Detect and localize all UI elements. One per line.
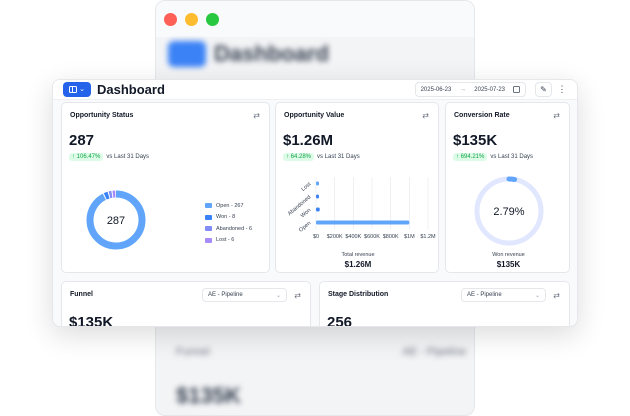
legend-swatch bbox=[205, 214, 212, 220]
x-tick-label: $800K bbox=[383, 234, 399, 240]
legend-swatch bbox=[205, 203, 212, 209]
value-bar-chart: $0 $200K $400K $600K $800K $1M $1.2MLostAbando… bbox=[287, 177, 436, 240]
won-revenue-value: $135K bbox=[496, 260, 521, 269]
conversion-rate-card: Conversion Rate ⇄ $135K ↑ 694.21% vs Las… bbox=[445, 102, 570, 273]
delta-badge: ↑ 64.28% bbox=[283, 153, 315, 161]
swap-icon[interactable]: ⇄ bbox=[253, 111, 260, 120]
calendar-icon bbox=[513, 86, 520, 93]
swap-icon[interactable]: ⇄ bbox=[553, 111, 560, 120]
close-window-button[interactable] bbox=[164, 12, 177, 26]
card-title: Stage Distribution bbox=[328, 291, 389, 298]
card-title: Opportunity Value bbox=[284, 112, 345, 119]
delta-row: ↑ 64.28% vs Last 31 Days bbox=[283, 153, 360, 161]
compare-label: vs Last 31 Days bbox=[106, 154, 150, 160]
legend-swatch bbox=[205, 226, 212, 232]
legend-item[interactable]: Abandoned - 6 bbox=[205, 223, 252, 235]
total-revenue-label: Total revenue bbox=[341, 252, 375, 258]
card-title: Opportunity Status bbox=[70, 112, 134, 119]
chevron-down-icon: ⌄ bbox=[275, 292, 281, 299]
y-category-label: Lost bbox=[300, 181, 312, 193]
conversion-gauge: 2.79% bbox=[474, 176, 544, 246]
opportunity-value-card: Opportunity Value ⇄ $1.26M ↑ 64.28% vs L… bbox=[275, 102, 439, 273]
dashboard-window: ⌄ Dashboard 2025-06-23 → 2025-07-23 ✎ ⋮ … bbox=[52, 79, 578, 327]
delta-row: ↑ 694.21% vs Last 31 Days bbox=[453, 153, 533, 161]
bar-abandoned[interactable] bbox=[316, 194, 319, 199]
swap-icon[interactable]: ⇄ bbox=[422, 111, 429, 120]
delta-row: ↑ 106.47% vs Last 31 Days bbox=[69, 153, 149, 161]
arrow-right-icon: → bbox=[459, 86, 467, 93]
minimize-window-button[interactable] bbox=[185, 12, 198, 26]
delta-badge: ↑ 106.47% bbox=[69, 153, 104, 161]
opportunity-status-card: Opportunity Status ⇄ 287 ↑ 106.47% vs La… bbox=[61, 102, 270, 273]
date-end: 2025-07-23 bbox=[474, 86, 505, 93]
chevron-down-icon: ⌄ bbox=[79, 86, 85, 93]
donut-slice-open[interactable] bbox=[86, 190, 146, 250]
more-options-button[interactable]: ⋮ bbox=[555, 82, 569, 97]
y-category-label: Open bbox=[298, 220, 312, 233]
background-title: Dashboard bbox=[214, 41, 329, 66]
card-title: Funnel bbox=[70, 291, 93, 298]
stage-pipeline-select[interactable]: AE - Pipeline ⌄ bbox=[461, 288, 546, 302]
x-tick-label: $1M bbox=[404, 234, 415, 240]
window-titlebar bbox=[156, 1, 474, 37]
donut-center-value: 287 bbox=[107, 215, 125, 227]
swap-icon[interactable]: ⇄ bbox=[553, 291, 560, 300]
layout-icon bbox=[69, 86, 78, 93]
legend-label: Lost - 6 bbox=[216, 237, 235, 244]
swap-icon[interactable]: ⇄ bbox=[294, 291, 301, 300]
bar-open[interactable] bbox=[316, 220, 410, 225]
card-value: 287 bbox=[69, 132, 95, 149]
more-vertical-icon: ⋮ bbox=[557, 84, 567, 94]
funnel-card: Funnel AE - Pipeline ⌄ ⇄ $135K bbox=[61, 281, 311, 327]
x-tick-label: $400K bbox=[345, 234, 361, 240]
card-value: $1.26M bbox=[283, 132, 334, 149]
bar-won[interactable] bbox=[316, 207, 320, 212]
card-title: Conversion Rate bbox=[454, 112, 510, 119]
x-tick-label: $200K bbox=[327, 234, 343, 240]
funnel-pipeline-select[interactable]: AE - Pipeline ⌄ bbox=[202, 288, 287, 302]
legend-swatch bbox=[205, 237, 212, 243]
legend-item[interactable]: Won - 8 bbox=[205, 212, 252, 224]
background-header: Dashboard bbox=[168, 41, 329, 67]
y-category-label: Won bbox=[300, 207, 312, 219]
legend-item[interactable]: Open - 267 bbox=[205, 200, 252, 212]
stage-distribution-card: Stage Distribution AE - Pipeline ⌄ ⇄ 256 bbox=[319, 281, 570, 327]
x-tick-label: $1.2M bbox=[420, 234, 436, 240]
legend-label: Abandoned - 6 bbox=[216, 225, 253, 232]
card-value: $135K bbox=[69, 314, 114, 327]
date-range-picker[interactable]: 2025-06-23 → 2025-07-23 bbox=[414, 82, 526, 97]
gauge-center-value: 2.79% bbox=[493, 206, 524, 218]
legend-item[interactable]: Lost - 6 bbox=[205, 235, 252, 247]
background-menu-icon bbox=[168, 41, 206, 67]
card-value: 256 bbox=[327, 314, 353, 327]
select-value: AE - Pipeline bbox=[208, 292, 243, 298]
x-tick-label: $600K bbox=[364, 234, 380, 240]
background-pipeline-label: AE - Pipeline bbox=[402, 346, 466, 358]
background-funnel-label: Funnel bbox=[176, 346, 210, 358]
background-big-value: $135K bbox=[176, 383, 241, 408]
card-value: $135K bbox=[453, 132, 498, 149]
maximize-window-button[interactable] bbox=[206, 12, 219, 26]
status-legend: Open - 267 Won - 8 Abandoned - 6 Lost - 6 bbox=[205, 200, 252, 246]
edit-button[interactable]: ✎ bbox=[535, 82, 552, 97]
delta-badge: ↑ 694.21% bbox=[453, 153, 488, 161]
compare-label: vs Last 31 Days bbox=[490, 154, 534, 160]
select-value: AE - Pipeline bbox=[467, 292, 502, 298]
gauge-fill bbox=[474, 176, 544, 246]
bar-lost[interactable] bbox=[316, 181, 319, 186]
dashboard-header: ⌄ Dashboard 2025-06-23 → 2025-07-23 ✎ ⋮ bbox=[53, 80, 577, 100]
won-revenue-label: Won revenue bbox=[492, 252, 525, 258]
date-start: 2025-06-23 bbox=[420, 86, 452, 93]
x-tick-label: $0 bbox=[313, 234, 319, 240]
page-title: Dashboard bbox=[97, 82, 165, 97]
legend-label: Open - 267 bbox=[216, 202, 244, 209]
legend-label: Won - 8 bbox=[216, 214, 236, 221]
chevron-down-icon: ⌄ bbox=[534, 292, 540, 299]
layout-menu-button[interactable]: ⌄ bbox=[63, 82, 91, 97]
pencil-icon: ✎ bbox=[540, 85, 547, 94]
compare-label: vs Last 31 Days bbox=[317, 154, 360, 160]
status-donut-chart: 287 bbox=[86, 190, 146, 250]
background-funnel-row: Funnel AE - Pipeline bbox=[176, 346, 466, 358]
total-revenue-value: $1.26M bbox=[344, 260, 372, 269]
